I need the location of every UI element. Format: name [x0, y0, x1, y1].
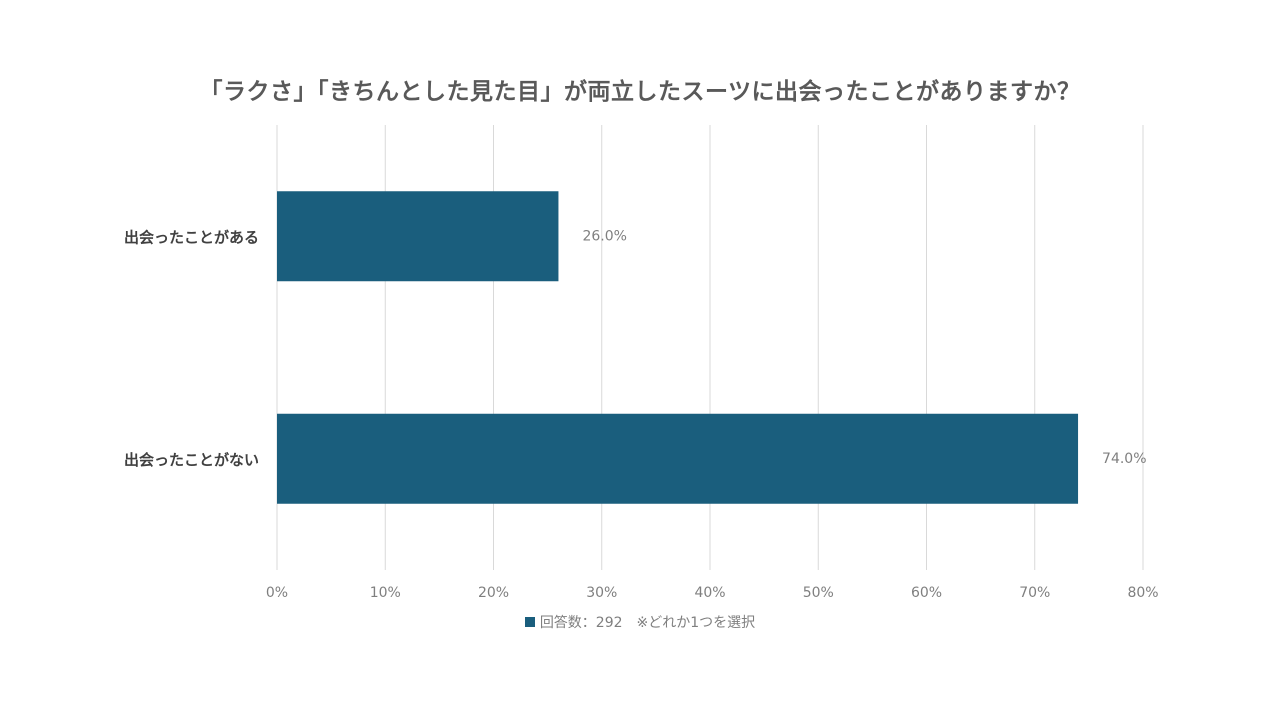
category-label: 出会ったことがない — [124, 451, 259, 469]
category-label: 出会ったことがある — [124, 228, 259, 246]
bar — [277, 191, 559, 282]
legend-swatch — [524, 617, 535, 627]
x-tick-label: 60% — [911, 585, 942, 601]
x-tick-label: 10% — [370, 585, 401, 601]
x-tick-label: 70% — [1019, 585, 1050, 601]
chart-title: 「ラクさ」「きちんとした見た目」が両立したスーツに出会ったことがありますか？ — [199, 79, 1081, 105]
bar — [277, 413, 1079, 504]
data-label: 74.0% — [1102, 451, 1146, 467]
x-tick-label: 50% — [803, 585, 834, 601]
x-tick-label: 40% — [694, 585, 725, 601]
x-tick-label: 30% — [586, 585, 617, 601]
legend: 回答数：292 ※どれか1つを選択 — [0, 612, 1280, 632]
legend-label: 回答数：292 ※どれか1つを選択 — [539, 615, 756, 631]
x-tick-label: 80% — [1127, 585, 1158, 601]
x-tick-label: 20% — [478, 585, 509, 601]
data-label: 26.0% — [582, 228, 626, 244]
x-tick-label: 0% — [266, 585, 288, 601]
